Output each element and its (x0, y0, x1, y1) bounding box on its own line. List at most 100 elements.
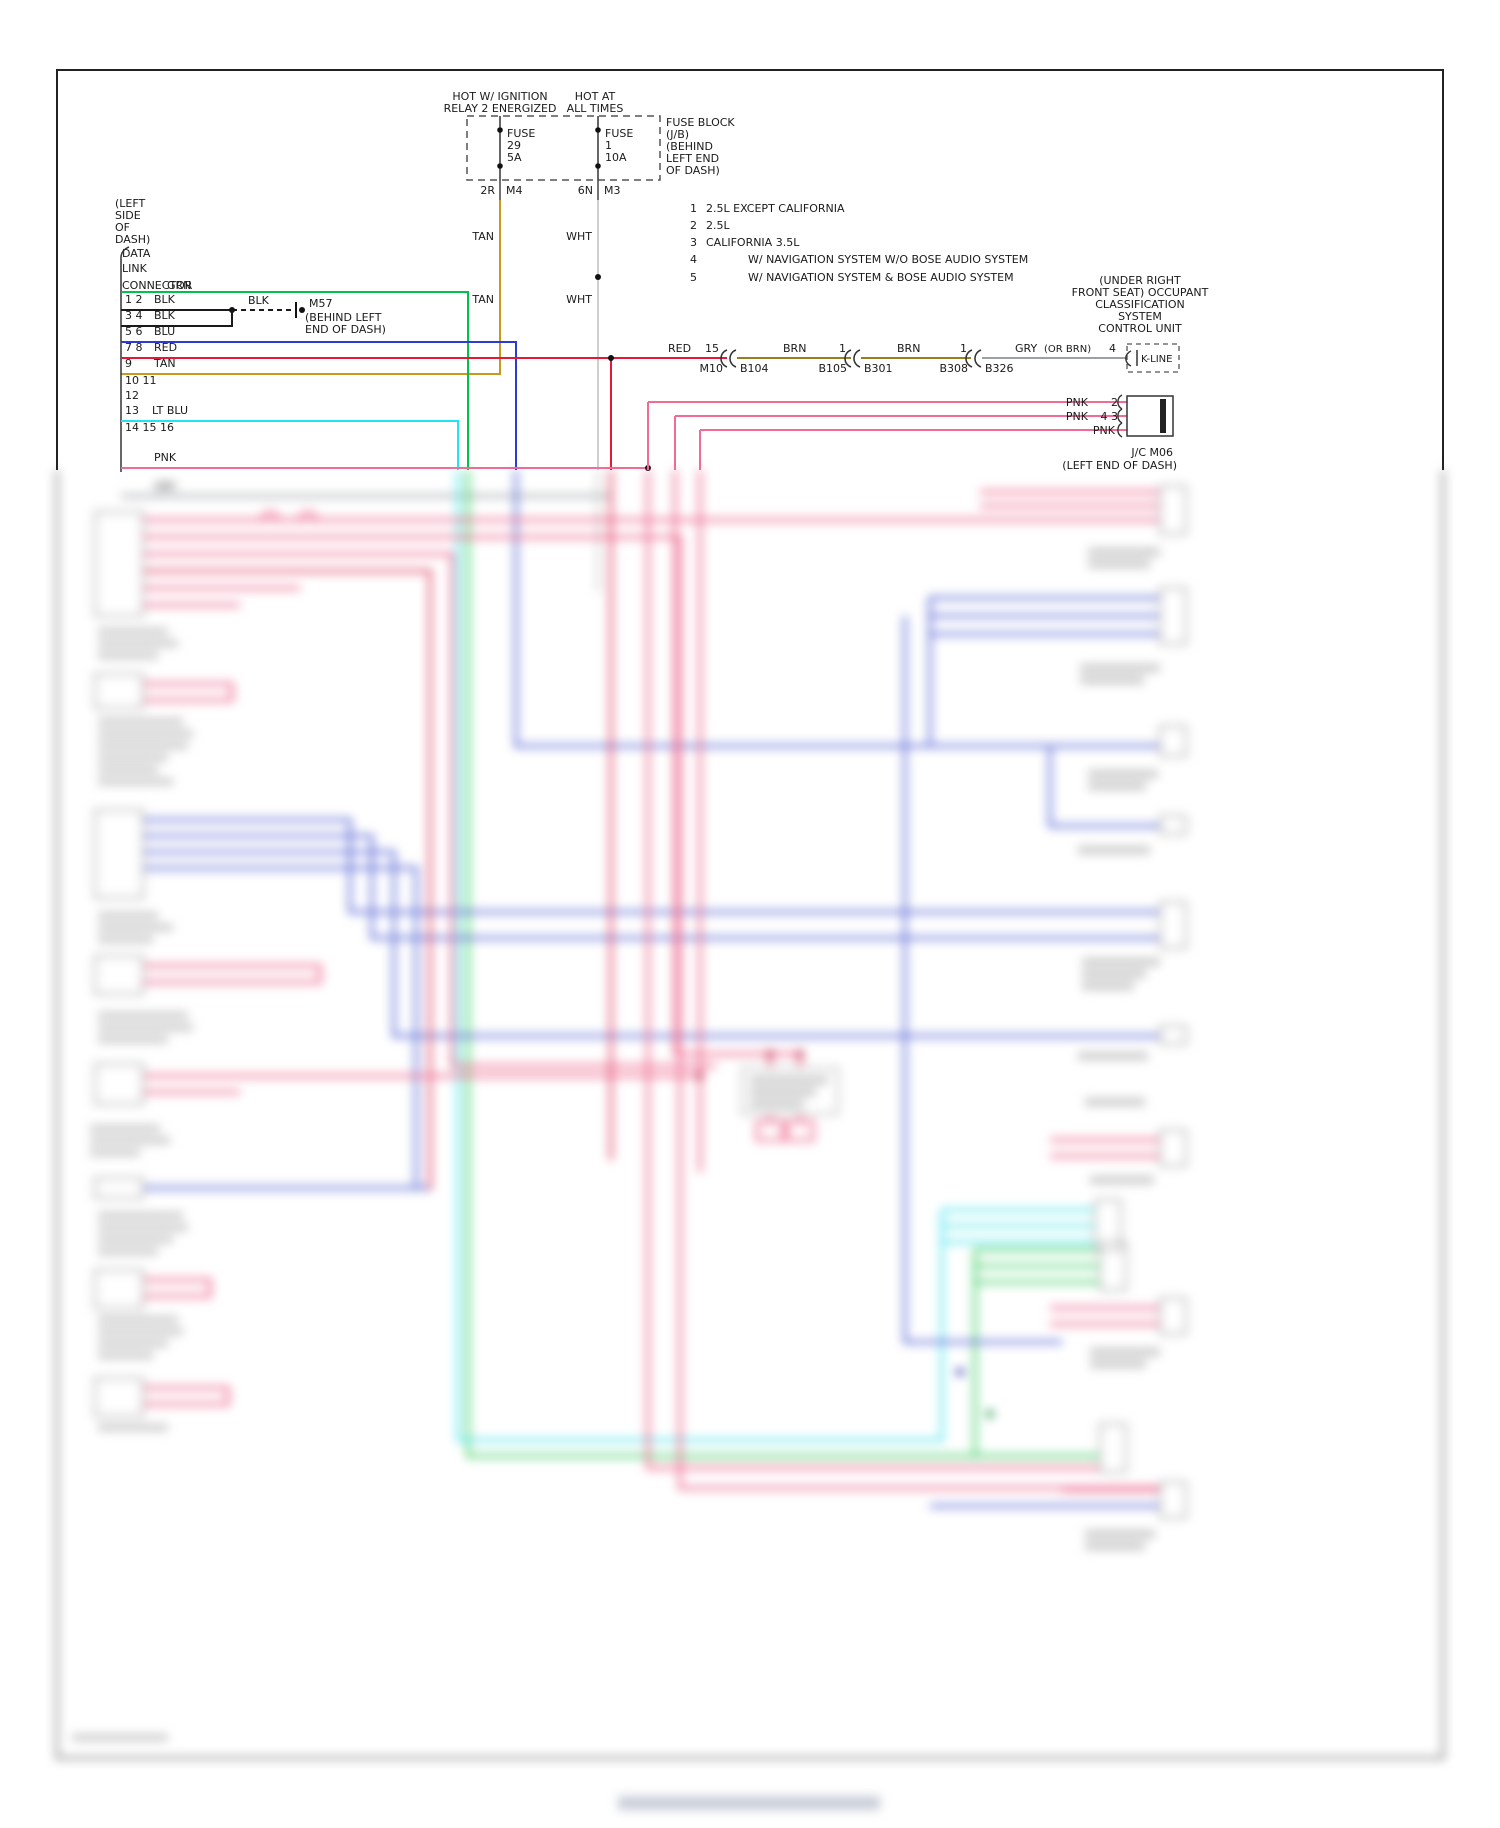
blurred-wire-pnk (143, 535, 1160, 1490)
blurred-dot (766, 1050, 774, 1058)
blurred-label (98, 1236, 173, 1243)
jc-id: J/C M06 (1130, 446, 1173, 459)
wire-gry-label: GRY (154, 480, 176, 493)
jc-pin-2: 2 (1111, 396, 1118, 409)
blurred-label (90, 1137, 170, 1144)
blurred-component-box (1159, 725, 1187, 757)
wire-blk-mid-label: BLK (248, 294, 270, 307)
m57-id: M57 (309, 297, 333, 310)
note1-text: 2.5L EXCEPT CALIFORNIA (706, 202, 845, 215)
chain-b105: B105 (818, 362, 847, 375)
note4-text: W/ NAVIGATION SYSTEM W/O BOSE AUDIO SYST… (748, 253, 1028, 266)
chain-b326: B326 (985, 362, 1014, 375)
chain-m10: M10 (700, 362, 724, 375)
note5-num: 5 (690, 271, 697, 284)
dlc-pins-row5: 9 (125, 357, 132, 370)
blurred-label (98, 1224, 188, 1231)
dlc-color-row3: BLU (154, 325, 175, 338)
wire-ltblu (121, 420, 459, 470)
dlc-pins-row2: 3 4 (125, 309, 143, 322)
blurred-wire-grn (466, 470, 1100, 1458)
m57-terminal-dot (299, 307, 305, 313)
ocs-caption-1: (UNDER RIGHT (1099, 274, 1181, 287)
connector-arc-1b (729, 349, 737, 368)
blurred-label (98, 1340, 168, 1347)
chain-pin4: 4 (1109, 342, 1116, 355)
blurred-component-box (94, 1177, 144, 1199)
blurred-label (1090, 1360, 1146, 1368)
blurred-label (72, 1734, 168, 1741)
note4-num: 4 (690, 253, 697, 266)
blurred-wire-pnk (143, 1278, 212, 1298)
blurred-component-box (94, 1063, 144, 1105)
pin-6n-label: 6N (578, 184, 593, 197)
chain-pin1b: 1 (960, 342, 967, 355)
blurred-label (1088, 560, 1150, 568)
blurred-footer-bar (618, 1796, 880, 1810)
blurred-dot (796, 1050, 804, 1058)
blurred-component-box (94, 1377, 144, 1417)
blurred-wire-pnk (673, 470, 800, 1056)
hot-ignition-label2: RELAY 2 ENERGIZED (444, 102, 557, 115)
blurred-wire-red (143, 569, 432, 1190)
jc-arc-3 (1117, 422, 1123, 438)
fuse29-terminal-top (497, 127, 503, 133)
blurred-dot (696, 1072, 704, 1080)
blurred-component-box (1159, 815, 1187, 835)
chain-red-label: RED (668, 342, 691, 355)
chain-brn2-label: BRN (897, 342, 920, 355)
fuse29-amps: 5A (507, 151, 522, 164)
blurred-component-box (1099, 1423, 1127, 1473)
jc-box (1126, 395, 1174, 437)
blurred-label (1078, 846, 1150, 854)
kline-label: K-LINE (1141, 354, 1172, 365)
ocs-caption-2: FRONT SEAT) OCCUPANT (1072, 286, 1209, 299)
hot-at-label2: ALL TIMES (567, 102, 624, 115)
blurred-label (1088, 548, 1160, 556)
blurred-label (98, 628, 168, 635)
conn-m3-label: M3 (604, 184, 621, 197)
blurred-label (98, 912, 158, 919)
blurred-label (1080, 664, 1160, 672)
dlc-pins-row3: 5 6 (125, 325, 143, 338)
fuse1-terminal-top (595, 127, 601, 133)
dlc-title-2: LINK (122, 262, 148, 275)
blurred-label (1088, 770, 1158, 778)
blurred-label (98, 754, 168, 761)
ocs-caption-5: CONTROL UNIT (1098, 322, 1182, 335)
blurred-label (98, 640, 178, 647)
blurred-label (1082, 970, 1146, 978)
blurred-component-box (1159, 1297, 1187, 1335)
blurred-dot (986, 1410, 994, 1418)
wire-blk-2 (121, 310, 233, 327)
chain-pin1a: 1 (839, 342, 846, 355)
blurred-label (1090, 1348, 1160, 1356)
blurred-label (90, 1149, 140, 1156)
blurred-label (98, 652, 158, 659)
jc-pin-43: 4 3 (1101, 410, 1119, 423)
blurred-label (750, 1076, 828, 1084)
ocs-caption-3: CLASSIFICATION (1095, 298, 1185, 311)
blurred-wire-pnk (143, 552, 716, 1068)
blurred-label (98, 1248, 158, 1255)
blurred-label (1085, 1098, 1145, 1106)
fuse-block-caption-5: OF DASH) (666, 164, 720, 177)
blurred-component-box (94, 955, 144, 995)
blurred-dot (956, 1368, 964, 1376)
blurred-label (98, 730, 193, 737)
blurred-label (1080, 676, 1144, 684)
blurred-wire-blu (903, 616, 1062, 1344)
blurred-wire-blu (143, 818, 1160, 914)
chain-gry-label: GRY (1015, 342, 1037, 355)
ocs-caption-4: SYSTEM (1118, 310, 1162, 323)
jc-pnk-label-3: PNK (1093, 424, 1116, 437)
blurred-label (90, 1125, 160, 1132)
blurred-label (98, 766, 158, 773)
dlc-pins-row9: 14 15 16 (125, 421, 174, 434)
blurred-label (750, 1088, 816, 1096)
note2-text: 2.5L (706, 219, 730, 232)
blurred-wire-hop (260, 510, 280, 521)
blurred-label (98, 1328, 183, 1335)
dlc-title-3: CONNECTOR (122, 279, 193, 292)
